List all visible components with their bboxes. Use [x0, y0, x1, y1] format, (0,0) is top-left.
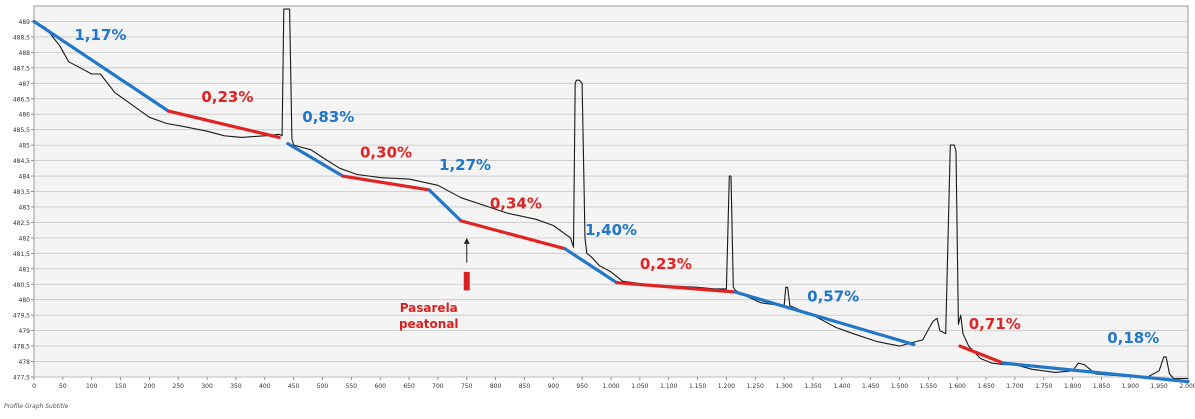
slope-segment: [1001, 361, 1190, 384]
chart-caption: Profile Graph Subtitle: [4, 403, 69, 410]
x-tick-label: 250: [173, 383, 185, 390]
x-tick-label: 2.000: [1179, 383, 1195, 390]
y-tick-label: 484: [19, 174, 31, 181]
slope-label: 1,17%: [74, 26, 126, 44]
x-tick-label: 850: [519, 383, 531, 390]
y-tick-label: 485,5: [13, 127, 30, 134]
slope-label: 0,57%: [807, 287, 859, 305]
x-tick-label: 1.150: [689, 383, 706, 390]
slope-segment: [32, 19, 171, 113]
y-tick-label: 486: [19, 112, 31, 119]
x-tick-label: 1.750: [1035, 383, 1052, 390]
y-tick-label: 488: [19, 50, 31, 57]
y-tick-label: 478,5: [13, 344, 30, 351]
x-tick-label: 600: [374, 383, 386, 390]
x-tick-label: 50: [59, 383, 67, 390]
slope-label: 1,27%: [439, 156, 491, 174]
slope-label: 0,18%: [1107, 329, 1159, 347]
slope-segment: [166, 109, 281, 139]
x-tick-label: 700: [432, 383, 444, 390]
x-tick-label: 950: [576, 383, 588, 390]
y-tick-label: 480: [19, 297, 31, 304]
y-tick-label: 480,5: [13, 282, 30, 289]
y-tick-label: 482: [19, 235, 31, 242]
slope-segment: [958, 344, 1005, 365]
y-tick-label: 477,5: [13, 375, 30, 382]
x-tick-label: 800: [490, 383, 502, 390]
y-tick-label: 481: [19, 266, 31, 273]
x-tick-label: 350: [230, 383, 242, 390]
y-tick-label: 478: [19, 359, 31, 366]
x-tick-label: 1.100: [660, 383, 677, 390]
x-tick-label: 1.450: [862, 383, 879, 390]
slope-label: 0,34%: [490, 195, 542, 213]
x-tick-label: 650: [403, 383, 415, 390]
x-tick-label: 1.650: [977, 383, 994, 390]
x-tick-label: 1.700: [1006, 383, 1023, 390]
x-tick-label: 1.250: [747, 383, 764, 390]
slope-label: 0,23%: [201, 88, 253, 106]
y-tick-label: 483,5: [13, 189, 30, 196]
y-tick-label: 479: [19, 328, 31, 335]
x-tick-label: 550: [346, 383, 358, 390]
x-tick-label: 1.800: [1064, 383, 1081, 390]
x-tick-label: 1.050: [631, 383, 648, 390]
annotation-arrowhead: [463, 237, 470, 244]
x-tick-label: 1.550: [920, 383, 937, 390]
x-tick-label: 1.900: [1122, 383, 1139, 390]
y-tick-label: 482,5: [13, 220, 30, 227]
x-tick-label: 200: [144, 383, 156, 390]
slope-label: 0,30%: [360, 143, 412, 161]
x-tick-label: 300: [201, 383, 213, 390]
x-tick-label: 150: [115, 383, 127, 390]
slope-segment: [427, 188, 463, 223]
x-tick-label: 1.000: [602, 383, 619, 390]
x-tick-label: 450: [288, 383, 300, 390]
slope-segment: [615, 281, 737, 294]
x-tick-label: 750: [461, 383, 473, 390]
x-tick-label: 1.350: [804, 383, 821, 390]
slope-label: 0,23%: [640, 255, 692, 273]
slope-segment: [459, 219, 567, 251]
y-tick-label: 488,5: [13, 34, 30, 41]
x-tick-label: 1.400: [833, 383, 850, 390]
slope-segment: [341, 174, 431, 192]
y-tick-label: 487: [19, 81, 31, 88]
slope-label: 1,40%: [585, 221, 637, 239]
x-tick-label: 1.600: [949, 383, 966, 390]
x-tick-label: 1.950: [1151, 383, 1168, 390]
y-tick-label: 484,5: [13, 158, 30, 165]
x-tick-label: 0: [32, 383, 36, 390]
slope-label: 0,71%: [969, 315, 1021, 333]
x-tick-label: 100: [86, 383, 98, 390]
y-tick-label: 479,5: [13, 313, 30, 320]
y-tick-label: 489: [19, 19, 31, 26]
annotation-label: peatonal: [399, 317, 459, 331]
x-tick-label: 500: [317, 383, 329, 390]
y-tick-label: 486,5: [13, 96, 30, 103]
slope-segment: [733, 290, 916, 347]
slope-label: 0,83%: [302, 108, 354, 126]
annotation-label: Pasarela: [400, 301, 458, 315]
x-tick-label: 1.300: [776, 383, 793, 390]
x-tick-label: 400: [259, 383, 271, 390]
x-tick-label: 1.850: [1093, 383, 1110, 390]
x-tick-label: 900: [548, 383, 560, 390]
x-tick-label: 1.500: [891, 383, 908, 390]
slope-segment: [563, 247, 619, 285]
slope-segment: [286, 141, 345, 178]
y-tick-label: 487,5: [13, 65, 30, 72]
y-tick-label: 485: [19, 143, 31, 150]
series-line: [33, 8, 1188, 380]
y-tick-label: 483: [19, 204, 31, 211]
x-tick-label: 1.200: [718, 383, 735, 390]
y-tick-label: 481,5: [13, 251, 30, 258]
annotation-marker: [463, 271, 470, 291]
